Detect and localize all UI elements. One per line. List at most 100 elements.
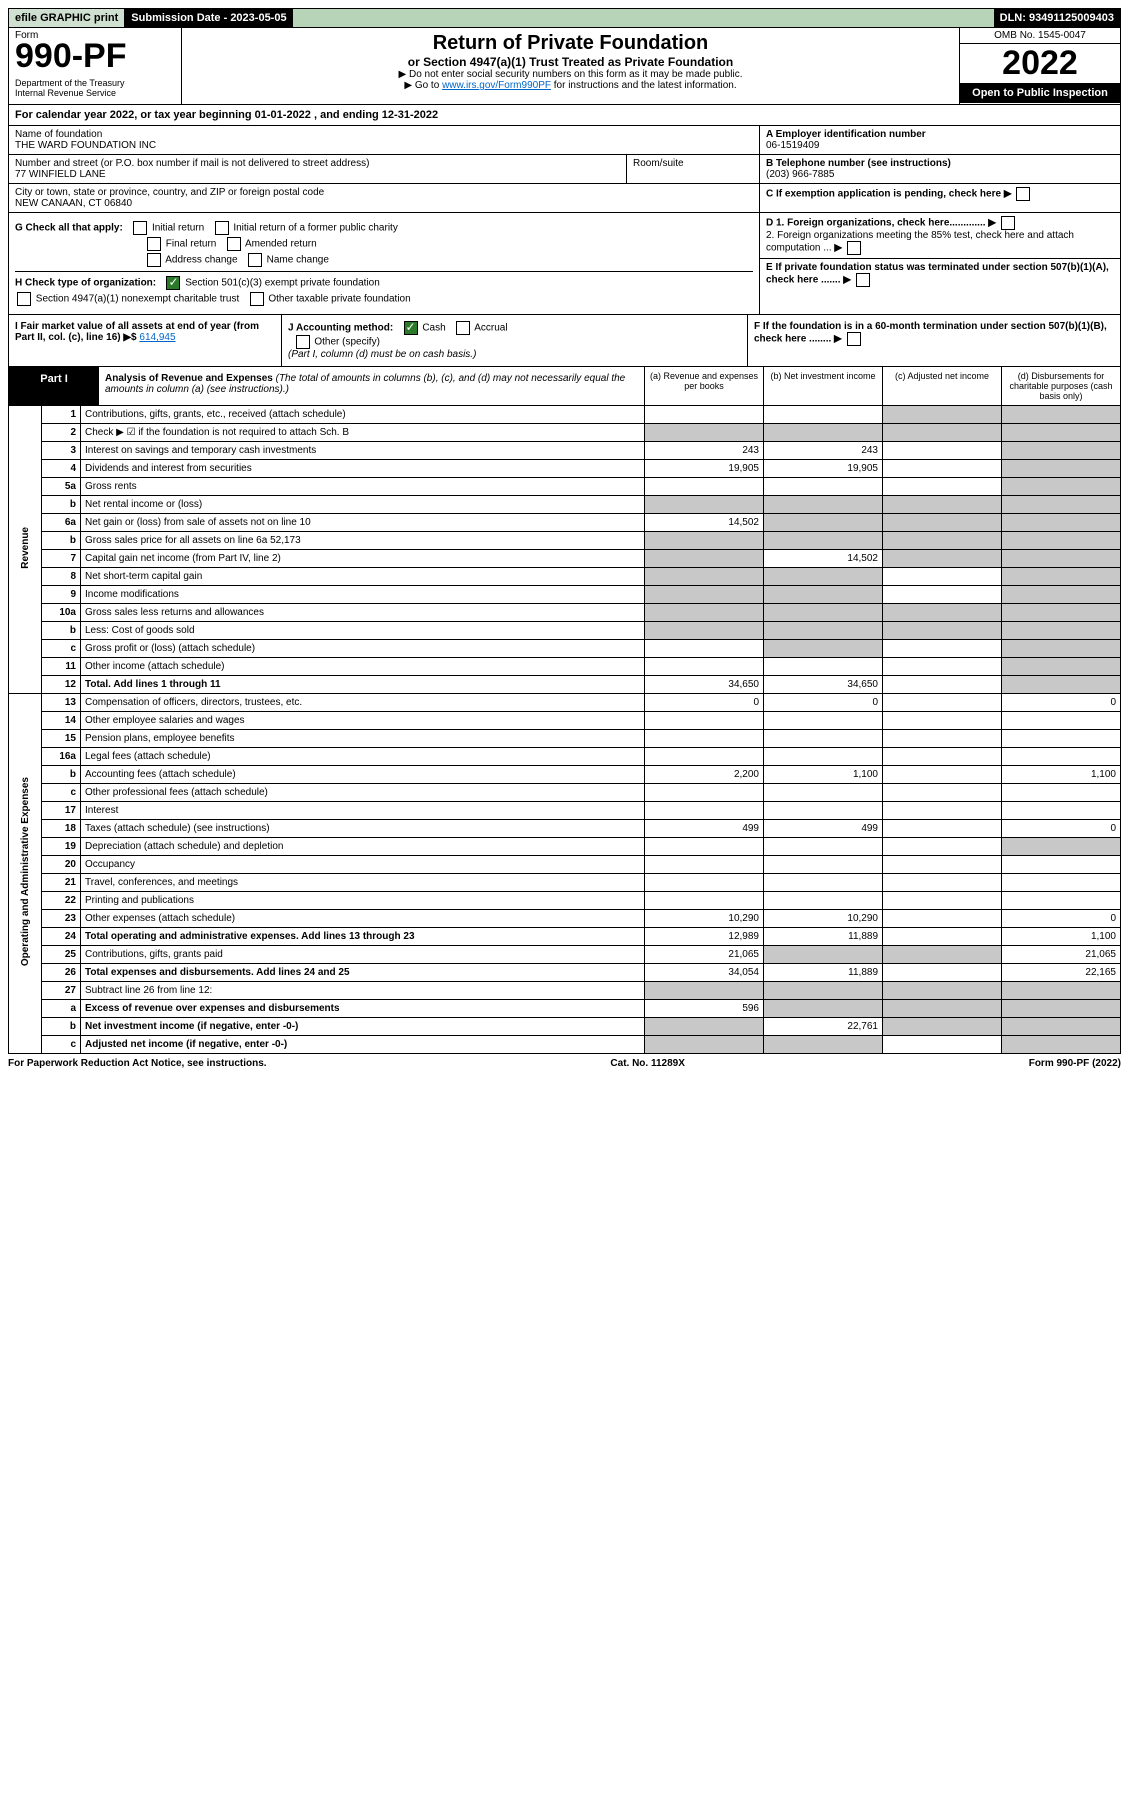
j-cash-checkbox[interactable] (404, 321, 418, 335)
g-address-checkbox[interactable] (147, 253, 161, 267)
h-4947-checkbox[interactable] (17, 292, 31, 306)
j-cash: Cash (422, 323, 445, 334)
c-checkbox[interactable] (1016, 187, 1030, 201)
cell-a (645, 640, 764, 658)
h-501c3: Section 501(c)(3) exempt private foundat… (185, 278, 380, 289)
cell-d (1002, 514, 1121, 532)
cell-c (883, 442, 1002, 460)
c-label: C If exemption application is pending, c… (766, 189, 1001, 200)
line-number: 21 (42, 874, 81, 892)
line-number: 7 (42, 550, 81, 568)
line-desc: Travel, conferences, and meetings (81, 874, 645, 892)
cell-d (1002, 1000, 1121, 1018)
top-bar: efile GRAPHIC print Submission Date - 20… (8, 8, 1121, 28)
cell-d (1002, 532, 1121, 550)
cell-d (1002, 730, 1121, 748)
cell-d (1002, 550, 1121, 568)
page-footer: For Paperwork Reduction Act Notice, see … (8, 1054, 1121, 1073)
cell-c (883, 946, 1002, 964)
line-desc: Compensation of officers, directors, tru… (81, 694, 645, 712)
dln: DLN: 93491125009403 (994, 9, 1120, 27)
line-number: 9 (42, 586, 81, 604)
irs-link[interactable]: www.irs.gov/Form990PF (442, 80, 551, 91)
cell-c (883, 1036, 1002, 1054)
cell-b: 19,905 (764, 460, 883, 478)
cell-c (883, 622, 1002, 640)
cell-a (645, 1018, 764, 1036)
g-final-checkbox[interactable] (147, 237, 161, 251)
line-number: 16a (42, 748, 81, 766)
g-amended: Amended return (245, 239, 317, 250)
cell-a (645, 532, 764, 550)
cell-c (883, 856, 1002, 874)
cell-b (764, 604, 883, 622)
cell-c (883, 838, 1002, 856)
j-accrual-checkbox[interactable] (456, 321, 470, 335)
line-desc: Adjusted net income (if negative, enter … (81, 1036, 645, 1054)
d1-checkbox[interactable] (1001, 216, 1015, 230)
line-number: 18 (42, 820, 81, 838)
line-desc: Gross profit or (loss) (attach schedule) (81, 640, 645, 658)
g-initial-checkbox[interactable] (133, 221, 147, 235)
d2-checkbox[interactable] (847, 241, 861, 255)
cell-a: 2,200 (645, 766, 764, 784)
form-title: Return of Private Foundation (190, 32, 951, 55)
line-number: a (42, 1000, 81, 1018)
omb-number: OMB No. 1545-0047 (960, 28, 1120, 44)
h-501c3-checkbox[interactable] (166, 276, 180, 290)
line-number: b (42, 532, 81, 550)
h-other-checkbox[interactable] (250, 292, 264, 306)
tel-value: (203) 966-7885 (766, 169, 1114, 180)
line-number: 13 (42, 694, 81, 712)
cell-b (764, 784, 883, 802)
col-b-head: (b) Net investment income (763, 367, 882, 405)
cell-c (883, 658, 1002, 676)
efile-label[interactable]: efile GRAPHIC print (9, 9, 125, 27)
ein-value: 06-1519409 (766, 140, 1114, 151)
line-desc: Gross rents (81, 478, 645, 496)
e-checkbox[interactable] (856, 273, 870, 287)
cell-b: 10,290 (764, 910, 883, 928)
ij-row: I Fair market value of all assets at end… (8, 315, 1121, 367)
cell-a: 21,065 (645, 946, 764, 964)
cell-c (883, 1018, 1002, 1036)
g-amended-checkbox[interactable] (227, 237, 241, 251)
line-number: c (42, 784, 81, 802)
line-desc: Net investment income (if negative, ente… (81, 1018, 645, 1036)
line-number: 19 (42, 838, 81, 856)
j-other-checkbox[interactable] (296, 335, 310, 349)
cell-b: 11,889 (764, 928, 883, 946)
cell-d: 1,100 (1002, 766, 1121, 784)
cell-b (764, 748, 883, 766)
line-number: 8 (42, 568, 81, 586)
cell-b (764, 514, 883, 532)
cell-b (764, 622, 883, 640)
line-number: b (42, 622, 81, 640)
goto-pre: ▶ Go to (404, 80, 442, 91)
cell-d (1002, 982, 1121, 1000)
cell-d (1002, 838, 1121, 856)
cell-d: 1,100 (1002, 928, 1121, 946)
cell-a: 499 (645, 820, 764, 838)
cell-c (883, 766, 1002, 784)
g-initial-former-checkbox[interactable] (215, 221, 229, 235)
cell-a: 12,989 (645, 928, 764, 946)
f-checkbox[interactable] (847, 332, 861, 346)
cell-c (883, 910, 1002, 928)
line-number: 26 (42, 964, 81, 982)
j-label: J Accounting method: (288, 323, 393, 334)
cell-d (1002, 712, 1121, 730)
cell-a (645, 838, 764, 856)
j-note: (Part I, column (d) must be on cash basi… (288, 349, 476, 360)
cell-a (645, 568, 764, 586)
g-name-checkbox[interactable] (248, 253, 262, 267)
g-initial: Initial return (152, 223, 204, 234)
d2-label: 2. Foreign organizations meeting the 85%… (766, 230, 1074, 254)
g-label: G Check all that apply: (15, 223, 123, 234)
cell-c (883, 784, 1002, 802)
line-number: b (42, 1018, 81, 1036)
line-number: 14 (42, 712, 81, 730)
cell-a (645, 874, 764, 892)
cell-c (883, 532, 1002, 550)
line-desc: Net short-term capital gain (81, 568, 645, 586)
